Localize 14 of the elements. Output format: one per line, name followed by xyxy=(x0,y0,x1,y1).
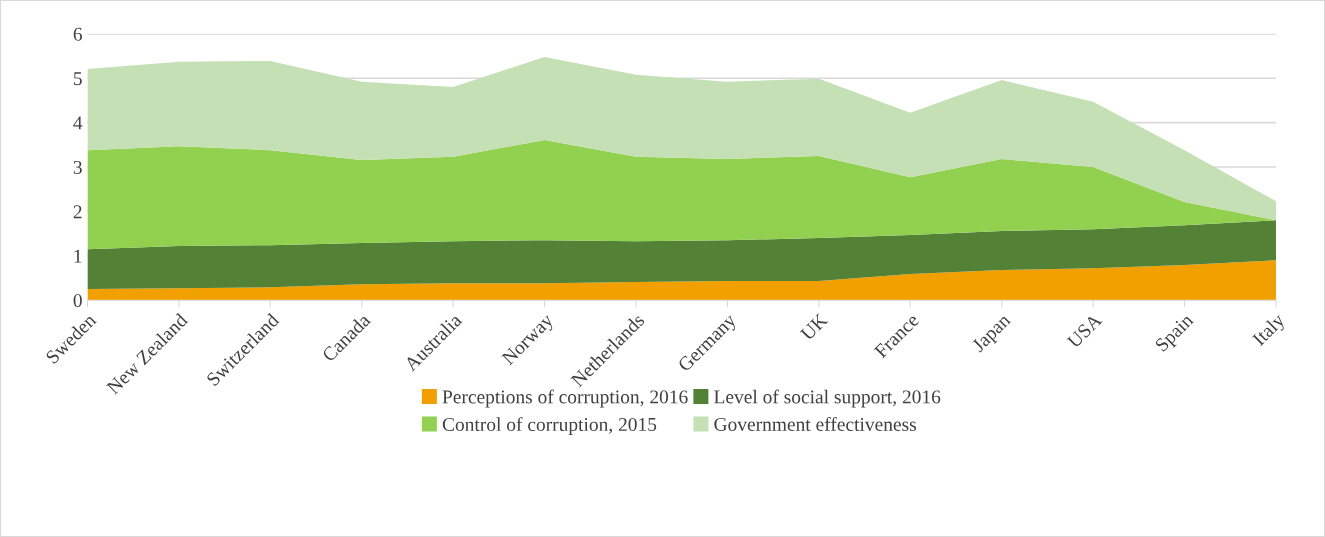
x-tick-label: Italy xyxy=(1251,312,1289,350)
y-tick-label: 6 xyxy=(73,27,83,41)
y-tick-label: 4 xyxy=(73,116,83,130)
y-tick-label: 1 xyxy=(74,249,82,263)
x-tick-label: USA xyxy=(1066,312,1103,349)
legend-label: Perceptions of corruption, 2016 xyxy=(442,389,688,408)
legend-label: Level of social support, 2016 xyxy=(714,389,941,408)
x-tick-label: UK xyxy=(799,312,829,342)
legend-label: Control of corruption, 2015 xyxy=(442,417,657,435)
y-tick-label: 3 xyxy=(73,160,82,174)
y-tick-label: 5 xyxy=(74,72,82,86)
y-tick-label: 0 xyxy=(73,294,82,308)
y-tick-label: 2 xyxy=(73,205,82,219)
legend-label: Government effectiveness xyxy=(714,417,917,431)
